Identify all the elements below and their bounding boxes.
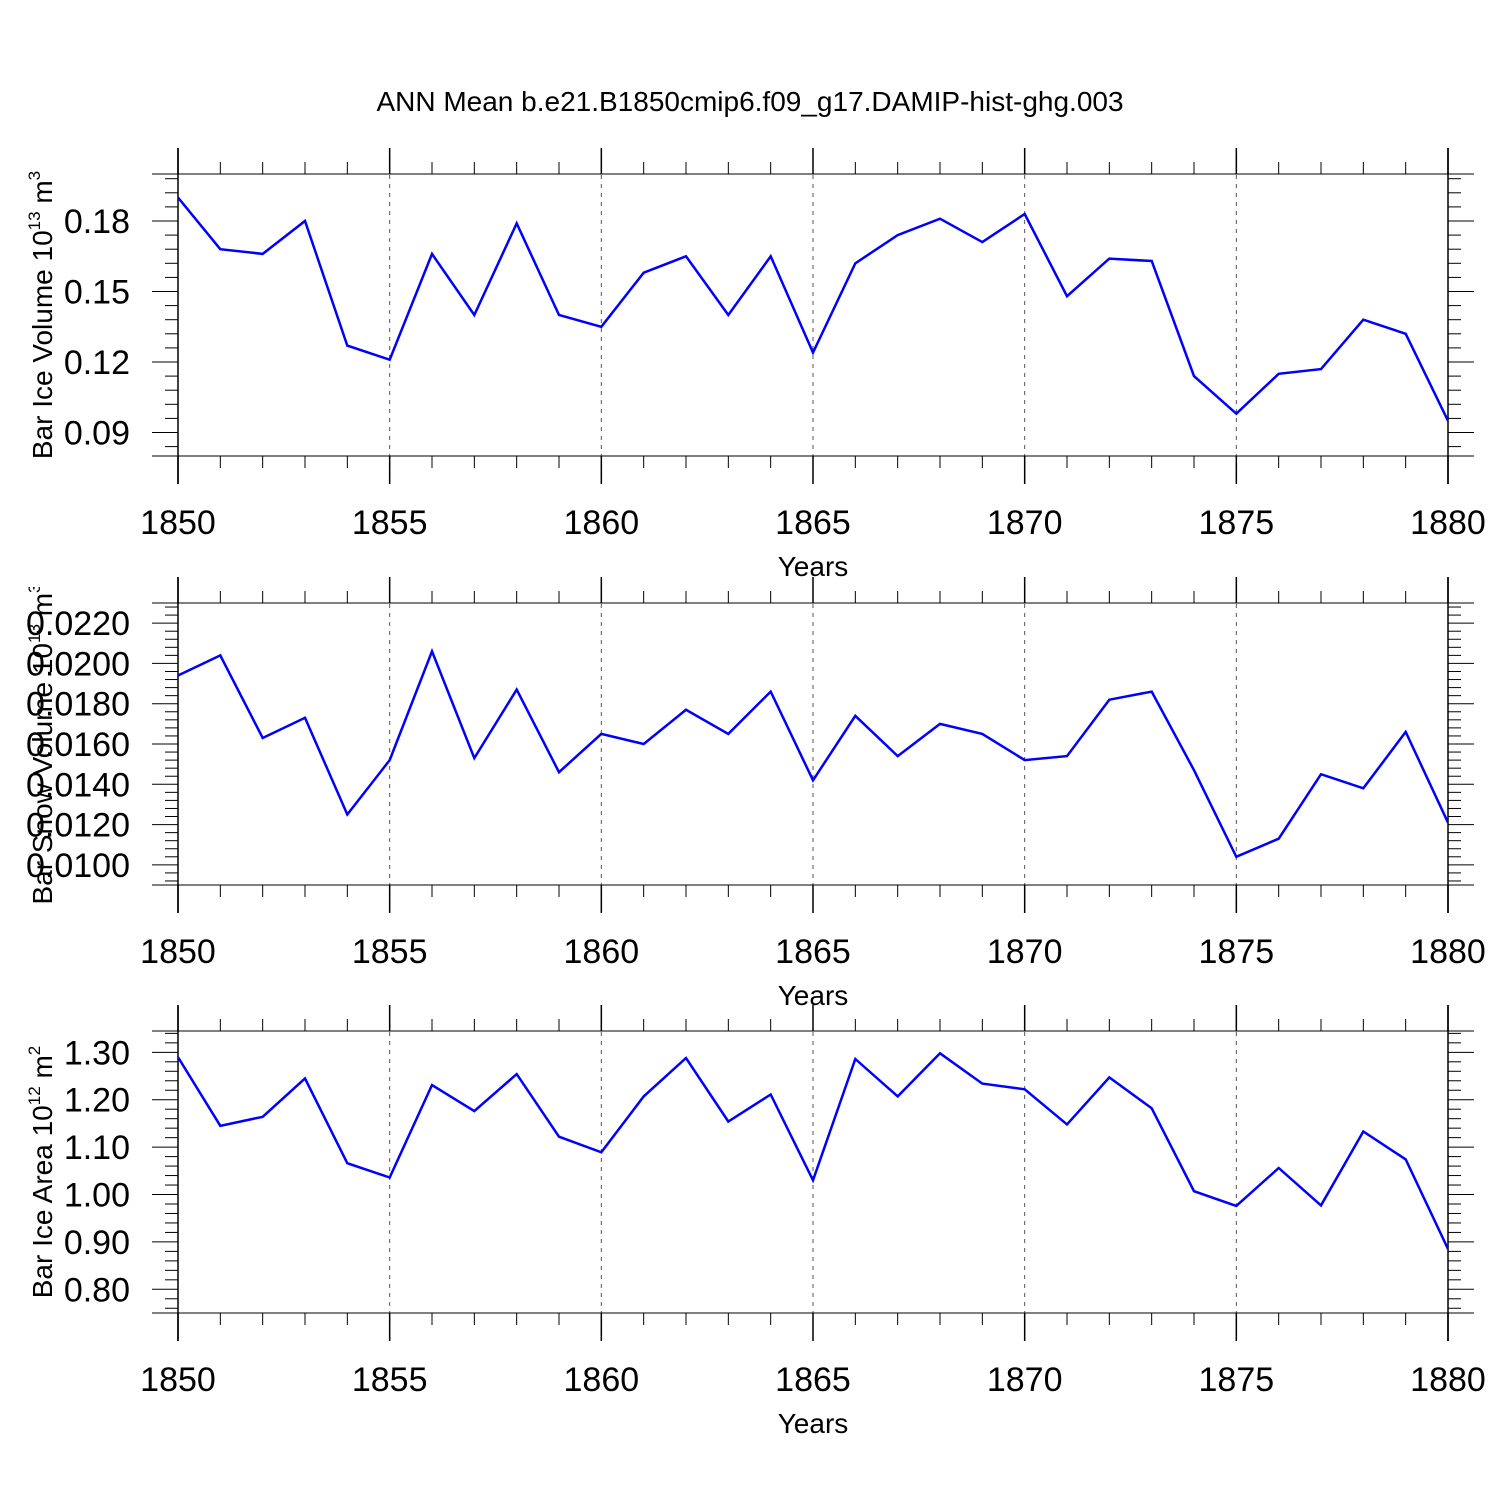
x-tick-label: 1855 [352, 1361, 428, 1399]
y-tick-label: 1.30 [64, 1034, 130, 1072]
y-axis-label-exponent: 13 [25, 624, 44, 643]
y-axis-label-group: Bar Ice Area 1012 m2 [25, 1046, 58, 1299]
y-axis-label-group: Bar Snow Volume 1013 m3 [25, 584, 58, 905]
y-tick-label: 0.0220 [26, 605, 130, 643]
x-tick-label: 1880 [1410, 1361, 1486, 1399]
x-axis-label: Years [778, 551, 849, 582]
y-tick-label: 0.0160 [26, 726, 130, 764]
y-tick-label: 0.0120 [26, 807, 130, 845]
panel-2: 0.01000.01200.01400.01600.01800.02000.02… [25, 577, 1486, 1011]
y-axis-label-main: Bar Ice Volume 10 [27, 230, 58, 459]
series-line-1 [178, 647, 1448, 859]
x-axis-label: Years [778, 1408, 849, 1439]
y-tick-label: 1.10 [64, 1129, 130, 1167]
x-tick-label: 1875 [1199, 1361, 1275, 1399]
y-tick-label: 0.0140 [26, 766, 130, 804]
series-line-1 [178, 1051, 1448, 1250]
y-tick-label: 0.0200 [26, 645, 130, 683]
y-tick-label: 0.0180 [26, 686, 130, 724]
x-tick-label: 1865 [775, 1361, 851, 1399]
y-axis-label-exponent: 12 [25, 1086, 44, 1105]
y-tick-label: 0.15 [64, 274, 130, 312]
x-tick-label: 1865 [775, 504, 851, 542]
x-tick-label: 1870 [987, 933, 1063, 971]
y-axis-label: Bar Snow Volume 1013 m3 [25, 584, 58, 905]
x-tick-label: 1880 [1410, 504, 1486, 542]
y-tick-label: 0.90 [64, 1224, 130, 1262]
y-tick-label: 0.80 [64, 1271, 130, 1309]
y-axis-label-main: Bar Ice Area 10 [27, 1105, 58, 1298]
y-tick-label: 0.12 [64, 344, 130, 382]
y-tick-label: 1.20 [64, 1082, 130, 1120]
panel-1: 0.09 0.12 0.15 0.18 1850 1855 1860 1865 1870 1875… [25, 148, 1486, 582]
y-axis-label-unit: m [27, 180, 58, 211]
x-tick-label: 1850 [140, 933, 216, 971]
series-line-1 [178, 196, 1448, 422]
y-axis-label: Bar Ice Area 1012 m2 [25, 1046, 58, 1299]
y-axis-label-exponent: 13 [25, 211, 44, 230]
y-axis-label: Bar Ice Volume 1013 m3 [25, 171, 58, 459]
y-axis-label-group: Bar Ice Volume 1013 m3 [25, 171, 58, 459]
chart-title: ANN Mean b.e21.B1850cmip6.f09_g17.DAMIP-… [376, 86, 1123, 117]
y-axis-label-unit-exponent: 3 [25, 584, 44, 593]
y-axis-label-main: Bar Snow Volume 10 [27, 643, 58, 905]
x-tick-label: 1870 [987, 504, 1063, 542]
x-tick-label: 1875 [1199, 504, 1275, 542]
y-tick-label: 0.0100 [26, 847, 130, 885]
x-tick-label: 1875 [1199, 933, 1275, 971]
x-tick-label: 1880 [1410, 933, 1486, 971]
x-tick-label: 1855 [352, 933, 428, 971]
x-tick-label: 1860 [564, 933, 640, 971]
x-tick-label: 1850 [140, 1361, 216, 1399]
y-axis-label-unit: m [27, 593, 58, 624]
y-tick-label: 0.18 [64, 203, 130, 241]
x-tick-label: 1870 [987, 1361, 1063, 1399]
x-tick-label: 1860 [564, 504, 640, 542]
y-axis-label-unit-exponent: 2 [25, 1046, 44, 1055]
y-axis-label-unit-exponent: 3 [25, 171, 44, 180]
x-tick-label: 1855 [352, 504, 428, 542]
x-tick-label: 1860 [564, 1361, 640, 1399]
panel-3: 0.80 0.90 1.00 1.10 1.20 1.30 1850 1855 1860 1865… [25, 1005, 1486, 1439]
x-tick-label: 1850 [140, 504, 216, 542]
x-tick-label: 1865 [775, 933, 851, 971]
y-tick-label: 1.00 [64, 1177, 130, 1215]
y-tick-label: 0.09 [64, 415, 130, 453]
y-axis-label-unit: m [27, 1055, 58, 1086]
